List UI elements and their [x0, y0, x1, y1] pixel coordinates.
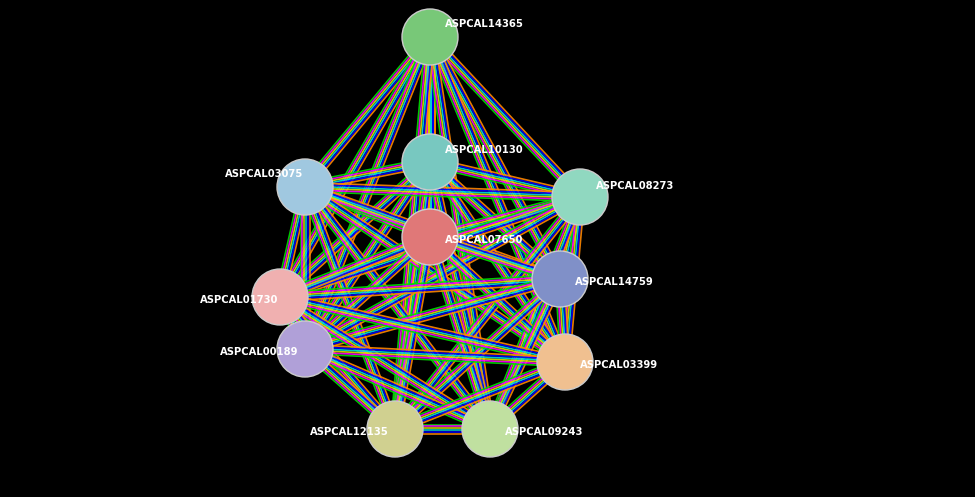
Text: ASPCAL12135: ASPCAL12135 — [310, 427, 389, 437]
Circle shape — [552, 169, 608, 225]
Circle shape — [252, 269, 308, 325]
Circle shape — [402, 134, 458, 190]
Text: ASPCAL07650: ASPCAL07650 — [445, 235, 524, 245]
Text: ASPCAL00189: ASPCAL00189 — [220, 347, 298, 357]
Circle shape — [367, 401, 423, 457]
Text: ASPCAL01730: ASPCAL01730 — [200, 295, 279, 305]
Text: ASPCAL03399: ASPCAL03399 — [580, 360, 658, 370]
Text: ASPCAL14759: ASPCAL14759 — [575, 277, 654, 287]
Circle shape — [537, 334, 593, 390]
Text: ASPCAL14365: ASPCAL14365 — [445, 19, 524, 29]
Circle shape — [277, 321, 333, 377]
Circle shape — [402, 209, 458, 265]
Circle shape — [402, 9, 458, 65]
Text: ASPCAL08273: ASPCAL08273 — [596, 181, 675, 191]
Text: ASPCAL03075: ASPCAL03075 — [225, 169, 303, 179]
Circle shape — [462, 401, 518, 457]
Circle shape — [277, 159, 333, 215]
Text: ASPCAL09243: ASPCAL09243 — [505, 427, 583, 437]
Text: ASPCAL10130: ASPCAL10130 — [445, 145, 524, 155]
Circle shape — [532, 251, 588, 307]
